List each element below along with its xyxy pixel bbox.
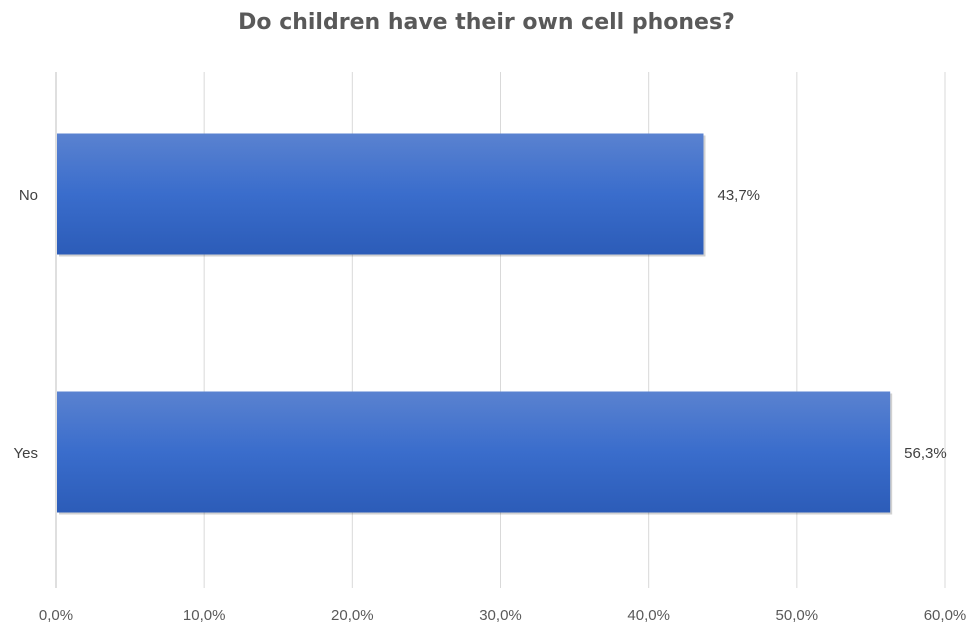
x-tick-label: 40,0% xyxy=(627,607,670,623)
chart-title: Do children have their own cell phones? xyxy=(238,10,735,35)
x-tick-label: 30,0% xyxy=(479,607,522,623)
x-tick-label: 10,0% xyxy=(183,607,226,623)
x-tick-label: 0,0% xyxy=(39,607,73,623)
bar-no xyxy=(57,133,704,255)
data-label: 43,7% xyxy=(717,187,760,204)
x-tick-label: 50,0% xyxy=(776,607,819,623)
y-tick-label: No xyxy=(19,187,38,204)
x-tick-label: 60,0% xyxy=(924,607,967,623)
bar-yes xyxy=(57,391,891,513)
data-label: 56,3% xyxy=(904,445,947,462)
x-tick-label: 20,0% xyxy=(331,607,374,623)
y-tick-label: Yes xyxy=(14,445,38,462)
